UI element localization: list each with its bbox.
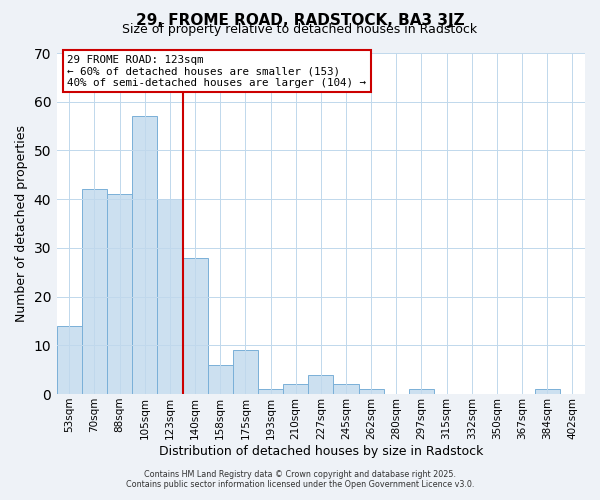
Text: 29 FROME ROAD: 123sqm
← 60% of detached houses are smaller (153)
40% of semi-det: 29 FROME ROAD: 123sqm ← 60% of detached … [67,54,367,88]
Text: 29, FROME ROAD, RADSTOCK, BA3 3JZ: 29, FROME ROAD, RADSTOCK, BA3 3JZ [136,12,464,28]
Bar [359,389,384,394]
Text: Size of property relative to detached houses in Radstock: Size of property relative to detached ho… [122,22,478,36]
Text: Contains HM Land Registry data © Crown copyright and database right 2025.
Contai: Contains HM Land Registry data © Crown c… [126,470,474,489]
Bar [157,199,182,394]
Bar [82,190,107,394]
Bar [107,194,132,394]
Bar [334,384,359,394]
Bar [132,116,157,394]
Bar [208,365,233,394]
Bar [233,350,258,394]
Bar [409,389,434,394]
X-axis label: Distribution of detached houses by size in Radstock: Distribution of detached houses by size … [158,444,483,458]
Bar [535,389,560,394]
Y-axis label: Number of detached properties: Number of detached properties [15,125,28,322]
Bar [308,374,334,394]
Bar [258,389,283,394]
Bar [182,258,208,394]
Bar [57,326,82,394]
Bar [283,384,308,394]
